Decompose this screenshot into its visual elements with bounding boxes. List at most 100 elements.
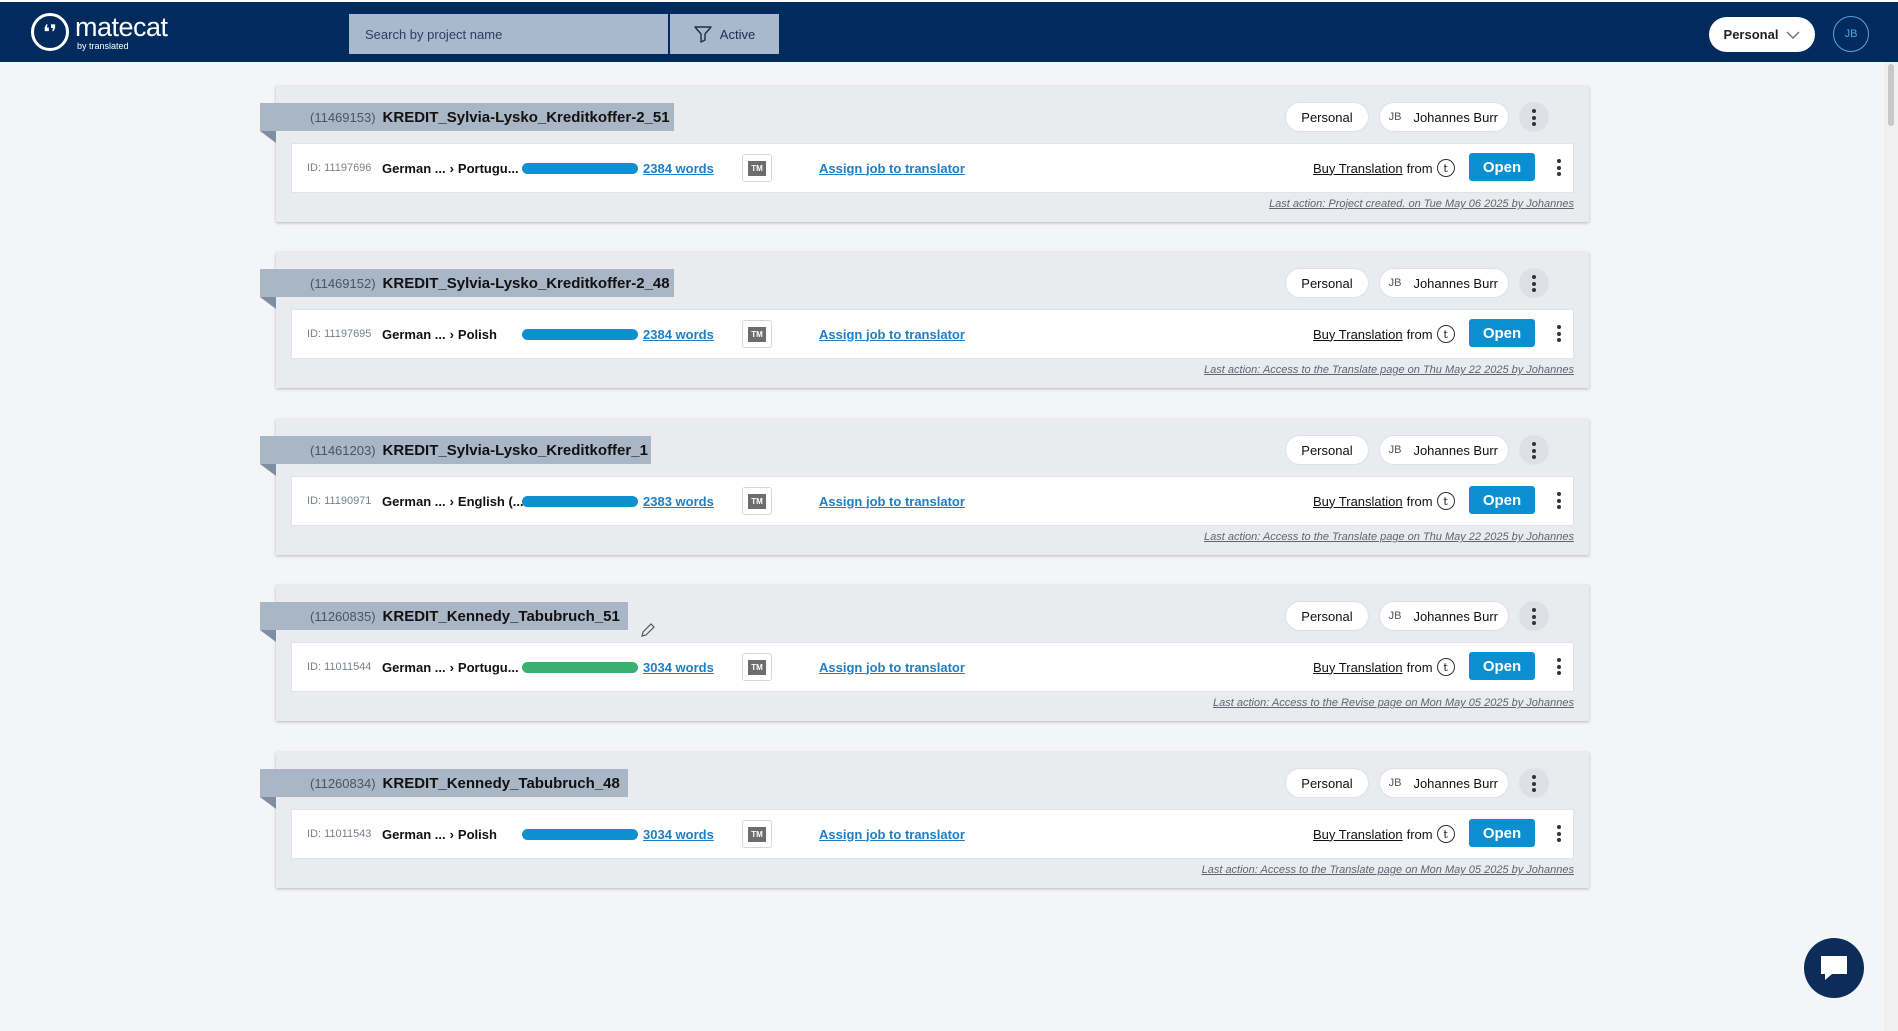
- assign-translator-link[interactable]: Assign job to translator: [819, 659, 965, 675]
- buy-translation-link[interactable]: Buy Translation: [1313, 826, 1403, 842]
- assign-translator-link[interactable]: Assign job to translator: [819, 493, 965, 509]
- last-action[interactable]: Last action: Access to the Translate pag…: [1201, 864, 1574, 876]
- project-menu-button[interactable]: [1519, 102, 1549, 132]
- word-count-link[interactable]: 3034 words: [643, 826, 714, 842]
- project-menu-button[interactable]: [1519, 768, 1549, 798]
- project-owner-pill[interactable]: JB Johannes Burr: [1378, 435, 1509, 465]
- more-vertical-icon: [1532, 608, 1536, 628]
- buy-translation-link[interactable]: Buy Translation: [1313, 659, 1403, 675]
- project-team-pill[interactable]: Personal: [1285, 268, 1369, 298]
- job-menu-button[interactable]: [1557, 325, 1561, 345]
- user-avatar[interactable]: JB: [1833, 16, 1869, 52]
- buy-translation: Buy Translation from t: [1313, 159, 1455, 177]
- tm-icon: TM: [748, 826, 766, 842]
- word-count-link[interactable]: 3034 words: [643, 659, 714, 675]
- project-menu-button[interactable]: [1519, 601, 1549, 631]
- project-id: (11469153): [310, 109, 376, 125]
- job-menu-button[interactable]: [1557, 159, 1561, 179]
- target-language: Polish: [457, 826, 497, 842]
- filter-icon: [694, 26, 712, 43]
- job-progress-bar: [522, 328, 638, 340]
- owner-initials: JB: [1388, 610, 1402, 622]
- more-vertical-icon: [1532, 109, 1536, 129]
- chat-button[interactable]: [1804, 938, 1864, 998]
- tm-icon: TM: [748, 326, 766, 342]
- word-count-link[interactable]: 2384 words: [643, 326, 714, 342]
- logo-subtitle: by translated: [77, 40, 129, 51]
- project-meta: Personal JB Johannes Burr: [1285, 102, 1549, 132]
- buy-translation: Buy Translation from t: [1313, 825, 1455, 843]
- job-menu-button[interactable]: [1557, 658, 1561, 678]
- open-job-button[interactable]: Open: [1469, 319, 1535, 347]
- assign-translator-link[interactable]: Assign job to translator: [819, 326, 965, 342]
- project-owner-pill[interactable]: JB Johannes Burr: [1378, 102, 1509, 132]
- tm-button[interactable]: TM: [742, 487, 772, 515]
- project-owner-pill[interactable]: JB Johannes Burr: [1378, 601, 1509, 631]
- tm-icon: TM: [748, 493, 766, 509]
- open-job-button[interactable]: Open: [1469, 819, 1535, 847]
- tm-button[interactable]: TM: [742, 653, 772, 681]
- project-team-pill[interactable]: Personal: [1285, 435, 1369, 465]
- chevron-right-icon: ›: [449, 326, 454, 342]
- project-name[interactable]: KREDIT_Kennedy_Tabubruch_48: [382, 774, 620, 792]
- search-input[interactable]: [349, 14, 668, 54]
- source-language: German ...: [382, 826, 446, 842]
- job-id: ID: 11011543: [307, 828, 372, 840]
- project-name[interactable]: KREDIT_Kennedy_Tabubruch_51: [382, 607, 620, 625]
- source-language: German ...: [382, 160, 446, 176]
- job-row: ID: 11197695 German ... › Polish 2384 wo…: [291, 309, 1574, 359]
- assign-translator-link[interactable]: Assign job to translator: [819, 160, 965, 176]
- project-id: (11260834): [310, 775, 376, 791]
- job-row: ID: 11011544 German ... › Portugu... 303…: [291, 642, 1574, 692]
- target-language: Portugu...: [457, 160, 519, 176]
- logo-name: matecat: [75, 11, 168, 42]
- project-team-pill[interactable]: Personal: [1285, 768, 1369, 798]
- matecat-logo[interactable]: ❛❜ matecat by translated: [31, 13, 168, 51]
- translated-logo-icon: t: [1436, 492, 1455, 510]
- last-action[interactable]: Last action: Access to the Translate pag…: [1204, 531, 1574, 543]
- translated-logo-icon: t: [1436, 325, 1455, 343]
- project-id: (11469152): [310, 275, 376, 291]
- buy-translation-link[interactable]: Buy Translation: [1313, 326, 1403, 342]
- job-row: ID: 11011543 German ... › Polish 3034 wo…: [291, 809, 1574, 859]
- buy-translation-link[interactable]: Buy Translation: [1313, 493, 1403, 509]
- project-team-pill[interactable]: Personal: [1285, 102, 1369, 132]
- buy-translation-link[interactable]: Buy Translation: [1313, 160, 1403, 176]
- job-menu-button[interactable]: [1557, 492, 1561, 512]
- project-team-pill[interactable]: Personal: [1285, 601, 1369, 631]
- last-action[interactable]: Last action: Access to the Revise page o…: [1213, 697, 1574, 709]
- from-label: from: [1406, 659, 1433, 675]
- filter-button[interactable]: Active: [670, 14, 779, 54]
- scrollbar[interactable]: [1884, 62, 1898, 1031]
- last-action[interactable]: Last action: Project created. on Tue May…: [1269, 198, 1574, 210]
- project-name[interactable]: KREDIT_Sylvia-Lysko_Kreditkoffer_1: [382, 441, 648, 459]
- translated-logo-icon: t: [1436, 159, 1455, 177]
- job-languages: German ... › English (...: [382, 494, 524, 509]
- project-name[interactable]: KREDIT_Sylvia-Lysko_Kreditkoffer-2_48: [382, 274, 670, 292]
- project-owner-pill[interactable]: JB Johannes Burr: [1378, 268, 1509, 298]
- edit-icon[interactable]: [640, 622, 656, 638]
- word-count-link[interactable]: 2384 words: [643, 160, 714, 176]
- project-menu-button[interactable]: [1519, 435, 1549, 465]
- word-count-link[interactable]: 2383 words: [643, 493, 714, 509]
- project-id: (11461203): [310, 442, 376, 458]
- tm-button[interactable]: TM: [742, 154, 772, 182]
- top-navbar: ❛❜ matecat by translated Active Personal…: [0, 0, 1898, 62]
- open-job-button[interactable]: Open: [1469, 486, 1535, 514]
- open-job-button[interactable]: Open: [1469, 652, 1535, 680]
- tm-button[interactable]: TM: [742, 820, 772, 848]
- last-action[interactable]: Last action: Access to the Translate pag…: [1204, 364, 1574, 376]
- job-menu-button[interactable]: [1557, 825, 1561, 845]
- project-owner-pill[interactable]: JB Johannes Burr: [1378, 768, 1509, 798]
- project-card: (11469153) KREDIT_Sylvia-Lysko_Kreditkof…: [260, 86, 1589, 222]
- team-select[interactable]: Personal: [1709, 17, 1815, 52]
- project-menu-button[interactable]: [1519, 268, 1549, 298]
- assign-translator-link[interactable]: Assign job to translator: [819, 826, 965, 842]
- open-job-button[interactable]: Open: [1469, 153, 1535, 181]
- tm-button[interactable]: TM: [742, 320, 772, 348]
- buy-translation: Buy Translation from t: [1313, 325, 1455, 343]
- logo-text: matecat by translated: [75, 11, 168, 51]
- chevron-down-icon: [1786, 30, 1800, 39]
- scrollbar-thumb[interactable]: [1888, 64, 1894, 126]
- project-name[interactable]: KREDIT_Sylvia-Lysko_Kreditkoffer-2_51: [382, 108, 670, 126]
